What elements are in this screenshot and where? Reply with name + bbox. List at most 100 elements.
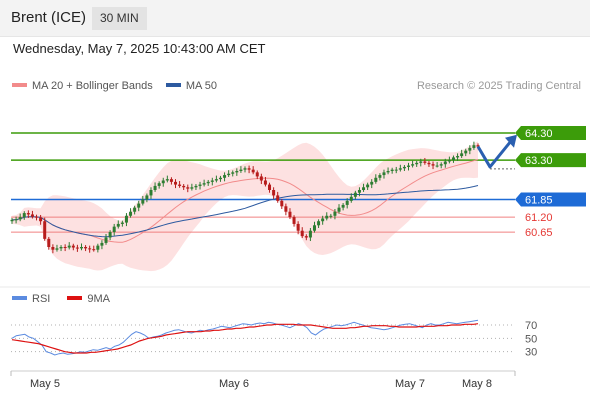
candle — [43, 217, 47, 241]
candle-body — [296, 223, 300, 231]
candle — [407, 162, 411, 171]
candle — [47, 236, 51, 250]
candle-body — [398, 168, 402, 170]
candle — [472, 141, 476, 150]
x-tick-label: May 7 — [395, 378, 425, 390]
candle — [263, 176, 267, 187]
candle-body — [227, 173, 231, 176]
bollinger-band — [12, 141, 478, 272]
candle-body — [382, 172, 386, 176]
candle — [357, 187, 361, 197]
candle — [362, 183, 366, 192]
candle — [14, 216, 18, 224]
candle-body — [153, 185, 157, 190]
candle-body — [411, 164, 415, 166]
candle — [206, 179, 210, 186]
candle-body — [161, 180, 165, 184]
candle — [280, 198, 284, 209]
candle — [26, 210, 30, 218]
candle — [427, 160, 431, 167]
candle — [460, 149, 464, 158]
level-tag-64.30 — [515, 126, 586, 140]
candle-body — [276, 195, 280, 201]
candle-body — [79, 247, 83, 249]
candle — [218, 175, 222, 182]
candle — [84, 245, 88, 252]
candle-body — [43, 221, 47, 239]
candle-body — [464, 150, 468, 154]
candle — [182, 184, 186, 190]
candle — [59, 245, 63, 252]
candle-body — [210, 180, 214, 182]
candle — [251, 166, 255, 175]
level-tag-63.30 — [515, 153, 586, 168]
candle — [345, 198, 349, 209]
candle-body — [55, 248, 59, 250]
candle — [402, 165, 406, 171]
timestamp: Wednesday, May 7, 2025 10:43:00 AM CET — [13, 41, 266, 56]
candle — [292, 215, 296, 227]
candle — [223, 172, 227, 182]
candle-body — [284, 206, 288, 212]
candle — [96, 243, 100, 253]
candle-body — [235, 171, 239, 173]
candle-body — [63, 247, 67, 248]
candle — [210, 177, 214, 186]
candle-body — [443, 161, 447, 165]
candle-body — [129, 211, 133, 216]
candle — [178, 181, 182, 188]
legend-label-9ma: 9MA — [87, 293, 111, 305]
candle — [386, 167, 390, 175]
candle — [39, 214, 43, 225]
candle-body — [353, 192, 357, 197]
candle-body — [427, 162, 431, 165]
candle-body — [223, 175, 227, 178]
candle — [312, 221, 316, 233]
candle-body — [165, 179, 169, 181]
candle-body — [174, 181, 178, 185]
candle-body — [243, 168, 247, 170]
candle-body — [304, 236, 308, 238]
candle — [390, 167, 394, 174]
candle — [268, 182, 272, 193]
candle-body — [22, 213, 26, 218]
candle-body — [268, 184, 272, 190]
candle-body — [178, 184, 182, 186]
candle-body — [39, 217, 43, 222]
candle-body — [26, 213, 30, 215]
candle-body — [104, 237, 108, 243]
legend-label-rsi: RSI — [32, 293, 51, 305]
candle — [325, 212, 329, 221]
candle — [67, 242, 71, 250]
candle — [321, 215, 325, 225]
candle-body — [10, 219, 14, 222]
source-credit: Research © 2025 Trading Central — [416, 80, 581, 92]
candle-body — [378, 175, 382, 178]
candle — [243, 166, 247, 173]
candle-body — [30, 214, 34, 217]
candle-body — [317, 221, 321, 226]
candle-body — [341, 204, 345, 208]
candle-body — [124, 215, 128, 223]
chart-header: Brent (ICE) 30 MIN — [0, 0, 590, 37]
legend-item-ma20: MA 20 + Bollinger Bands — [12, 80, 153, 92]
candle — [329, 213, 333, 219]
candle — [378, 173, 382, 181]
candle-body — [218, 177, 222, 180]
candle — [435, 162, 439, 168]
legend-swatch-rsi — [12, 296, 27, 301]
candle — [104, 233, 108, 245]
candle-body — [337, 207, 341, 212]
candle — [202, 179, 206, 187]
candle — [124, 213, 128, 227]
candle — [423, 157, 427, 165]
rsi-ma-line — [11, 323, 479, 354]
timeframe-badge[interactable]: 30 MIN — [92, 7, 147, 30]
candle-body — [325, 215, 329, 219]
rsi-legend: RSI 9MA — [12, 293, 110, 305]
candle-body — [145, 195, 149, 200]
candle-body — [349, 196, 353, 201]
candle-body — [206, 181, 210, 184]
candle — [284, 203, 288, 216]
